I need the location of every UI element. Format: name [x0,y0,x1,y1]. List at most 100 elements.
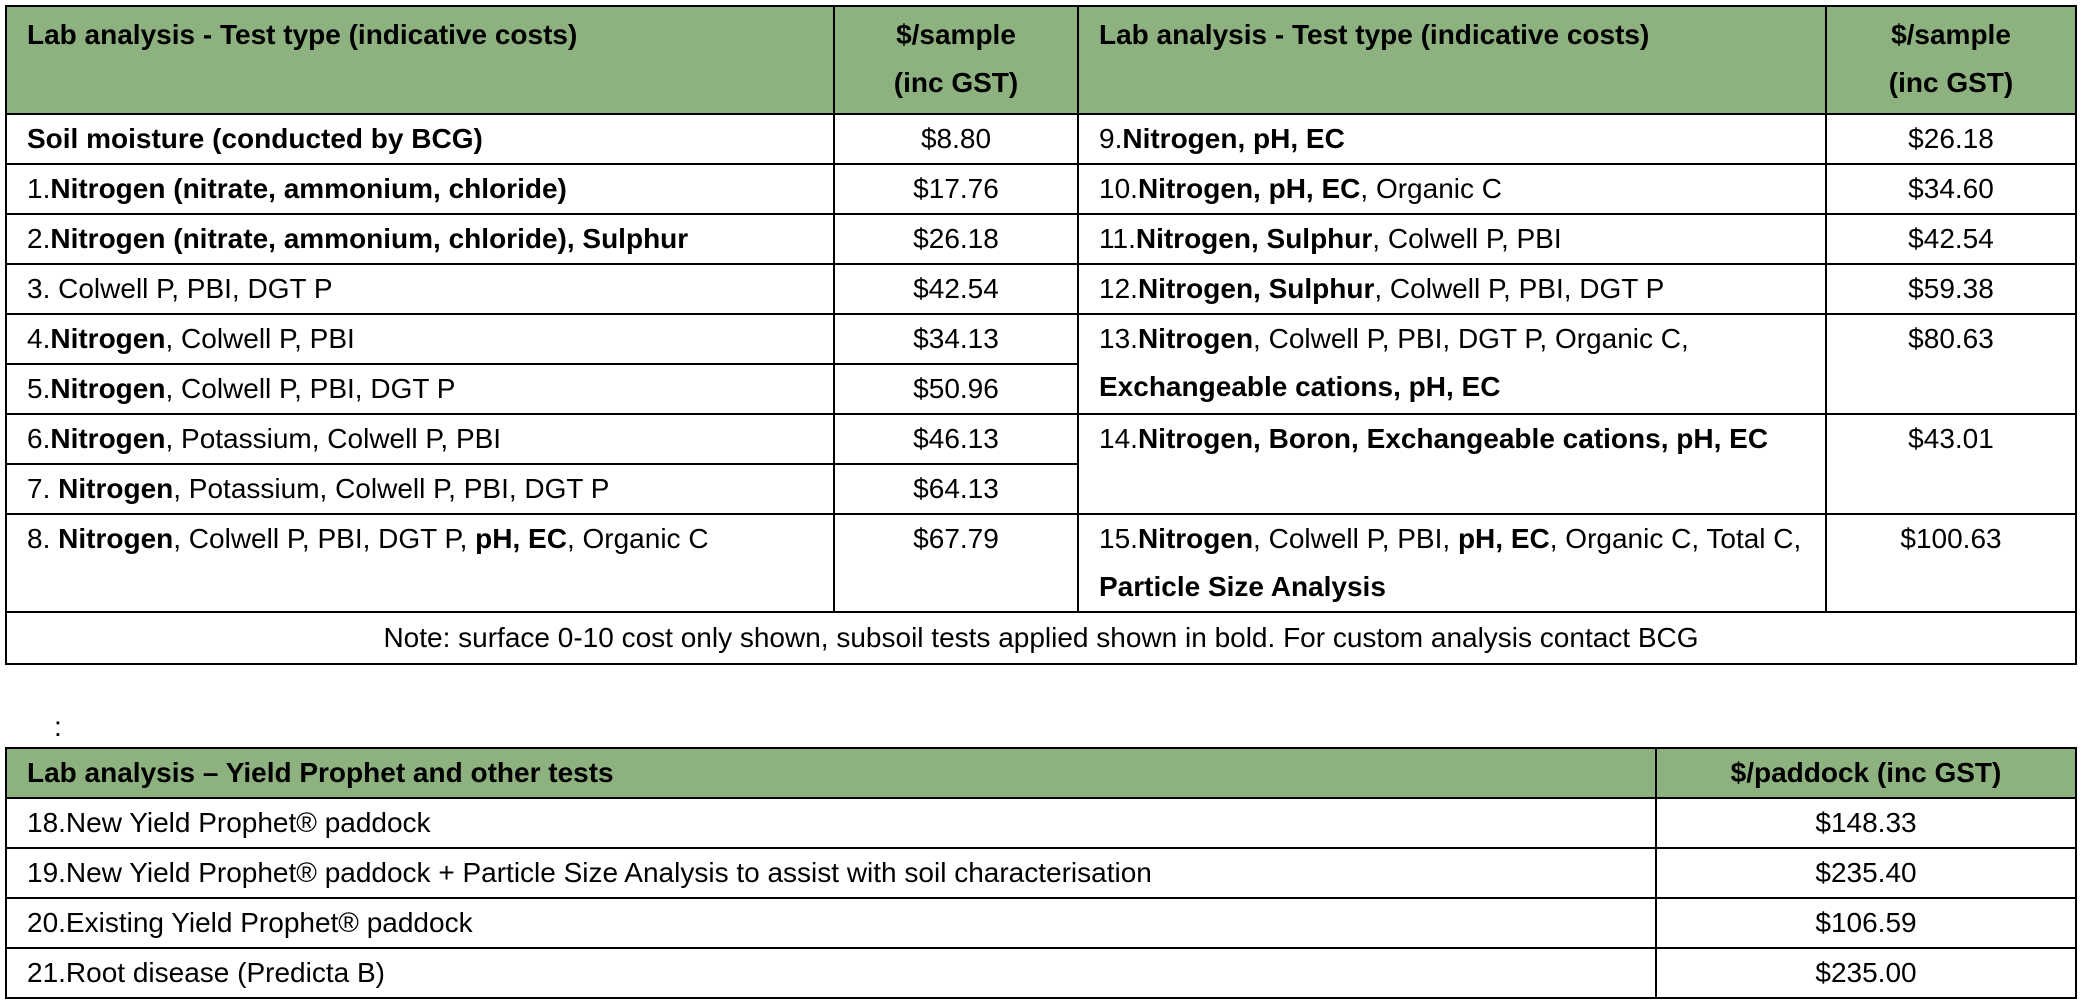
text-segment: 11. [1099,223,1136,254]
bold-subsoil-text: pH, EC [475,523,567,554]
test-description: 7. Nitrogen, Potassium, Colwell P, PBI, … [5,463,835,515]
test-price: $26.18 [833,213,1079,265]
text-segment: , Organic C, Total C, [1549,523,1802,554]
table-row: 6.Nitrogen, Potassium, Colwell P, PBI $46… [5,413,2077,515]
test-description: 11.Nitrogen, Sulphur, Colwell P, PBI [1077,213,1827,265]
bold-subsoil-text: pH, EC [1457,523,1550,554]
test-description: Soil moisture (conducted by BCG) [5,113,835,165]
separator-colon: : [54,711,62,742]
test-price: $50.96 [833,363,1079,415]
bold-subsoil-text: Nitrogen [50,423,166,454]
yield-prophet-table: Lab analysis – Yield Prophet and other t… [5,747,2077,999]
test-price: $235.00 [1655,947,2077,999]
header-test: Lab analysis – Yield Prophet and other t… [5,747,1657,799]
test-price: $67.79 [833,513,1079,613]
text-segment: 10. [1099,173,1138,204]
note-row: Note: surface 0-10 cost only shown, subs… [5,611,2077,665]
text-segment: 7. [27,473,59,504]
test-price: $235.40 [1655,847,2077,899]
bold-subsoil-text: Soil moisture (conducted by BCG) [27,123,483,154]
bold-subsoil-text: Nitrogen, pH, EC [1122,123,1345,154]
text-segment: 15. [1099,523,1138,554]
text-segment: , Colwell P, PBI, DGT P, [173,523,476,554]
test-label: 20.Existing Yield Prophet® paddock [5,897,1657,949]
test-price: $106.59 [1655,897,2077,949]
bold-subsoil-text: Nitrogen, Boron, Exchangeable cations, p… [1137,423,1769,454]
header-test-type: Lab analysis - Test type (indicative cos… [5,5,835,115]
test-price: $8.80 [833,113,1079,165]
test-description: 13.Nitrogen, Colwell P, PBI, DGT P, Orga… [1077,313,1827,415]
text-segment: 12. [1099,273,1138,304]
test-price: $42.54 [1825,213,2077,265]
test-description: 10.Nitrogen, pH, EC, Organic C [1077,163,1827,215]
test-price: $34.60 [1825,163,2077,215]
bold-subsoil-text: Particle Size Analysis [1099,571,1386,602]
test-label: 19.New Yield Prophet® paddock + Particle… [5,847,1657,899]
test-price: $80.63 [1825,313,2077,415]
header-test-type-right: Lab analysis - Test type (indicative cos… [1077,5,1827,115]
table-row: 19.New Yield Prophet® paddock + Particle… [5,847,2077,899]
header-price-line1: $/sample [896,19,1016,50]
bold-subsoil-text: Nitrogen [58,523,174,554]
test-description: 8. Nitrogen, Colwell P, PBI, DGT P, pH, … [5,513,835,613]
bold-subsoil-text: Nitrogen, Sulphur [1135,223,1373,254]
test-description: 14.Nitrogen, Boron, Exchangeable cations… [1077,413,1827,515]
test-price: $26.18 [1825,113,2077,165]
text-segment: 5. [27,373,51,404]
bold-subsoil-text: Nitrogen, Sulphur [1137,273,1375,304]
bold-subsoil-text: Nitrogen [1137,323,1254,354]
text-segment: 1. [27,173,51,204]
test-price: $46.13 [833,413,1079,465]
text-segment: , Potassium, Colwell P, PBI [165,423,502,454]
table-row: 21.Root disease (Predicta B) $235.00 [5,947,2077,999]
table-row: 5.Nitrogen, Colwell P, PBI, DGT P $50.96 [5,363,2076,415]
test-description: 15.Nitrogen, Colwell P, PBI, pH, EC, Org… [1077,513,1827,613]
table-row: 7. Nitrogen, Potassium, Colwell P, PBI, … [5,463,2076,515]
text-segment: 9. [1099,123,1123,154]
text-segment: 4. [27,323,51,354]
table-header-row: Lab analysis – Yield Prophet and other t… [5,747,2077,799]
text-segment: , Colwell P, PBI [1372,223,1562,254]
text-segment: 6. [27,423,51,454]
table-row: 1.Nitrogen (nitrate, ammonium, chloride)… [5,163,2077,215]
bold-subsoil-text: Nitrogen, pH, EC [1137,173,1361,204]
test-price: $100.63 [1825,513,2077,613]
text-segment: 3. Colwell P, PBI, DGT P [27,273,333,304]
test-price: $43.01 [1825,413,2077,515]
header-price-line1: $/sample [1891,19,2011,50]
lab-tests-table: Lab analysis - Test type (indicative cos… [5,5,2077,665]
text-segment: , Organic C [1360,173,1502,204]
header-price-line2: (inc GST) [893,67,1019,98]
test-price: $42.54 [833,263,1079,315]
bold-subsoil-text: Nitrogen [58,473,174,504]
table-header-row: Lab analysis - Test type (indicative cos… [5,5,2077,115]
test-description: 3. Colwell P, PBI, DGT P [5,263,835,315]
text-segment: 8. [27,523,59,554]
note-text: Note: surface 0-10 cost only shown, subs… [5,611,2077,665]
test-description: 5.Nitrogen, Colwell P, PBI, DGT P [5,363,835,415]
test-description: 1.Nitrogen (nitrate, ammonium, chloride) [5,163,835,215]
bold-subsoil-text: Nitrogen (nitrate, ammonium, chloride) [50,173,567,204]
table-row: 3. Colwell P, PBI, DGT P $42.54 12.Nitroge… [5,263,2077,315]
text-segment: 13. [1099,323,1138,354]
text-segment: , Colwell P, PBI, DGT P [1374,273,1665,304]
test-description: 6.Nitrogen, Potassium, Colwell P, PBI [5,413,835,465]
text-segment: , Colwell P, PBI, DGT P, Organic C, [1253,323,1689,354]
header-price: $/paddock (inc GST) [1655,747,2077,799]
text-segment: , Colwell P, PBI, DGT P [165,373,456,404]
test-price: $34.13 [833,313,1079,365]
test-price: $17.76 [833,163,1079,215]
test-description: 2.Nitrogen (nitrate, ammonium, chloride)… [5,213,835,265]
test-label: 18.New Yield Prophet® paddock [5,797,1657,849]
table-row: 4.Nitrogen, Colwell P, PBI $34.13 13.Nitro… [5,313,2077,415]
text-segment: , Organic C [566,523,709,554]
test-description: 4.Nitrogen, Colwell P, PBI [5,313,835,365]
text-segment: , Colwell P, PBI, [1253,523,1458,554]
text-segment: 14. [1099,423,1138,454]
bold-subsoil-text: Nitrogen [50,373,166,404]
text-segment: , Colwell P, PBI [165,323,355,354]
bold-subsoil-text: Nitrogen [50,323,166,354]
test-description: 9.Nitrogen, pH, EC [1077,113,1827,165]
test-price: $64.13 [833,463,1079,515]
test-label: 21.Root disease (Predicta B) [5,947,1657,999]
